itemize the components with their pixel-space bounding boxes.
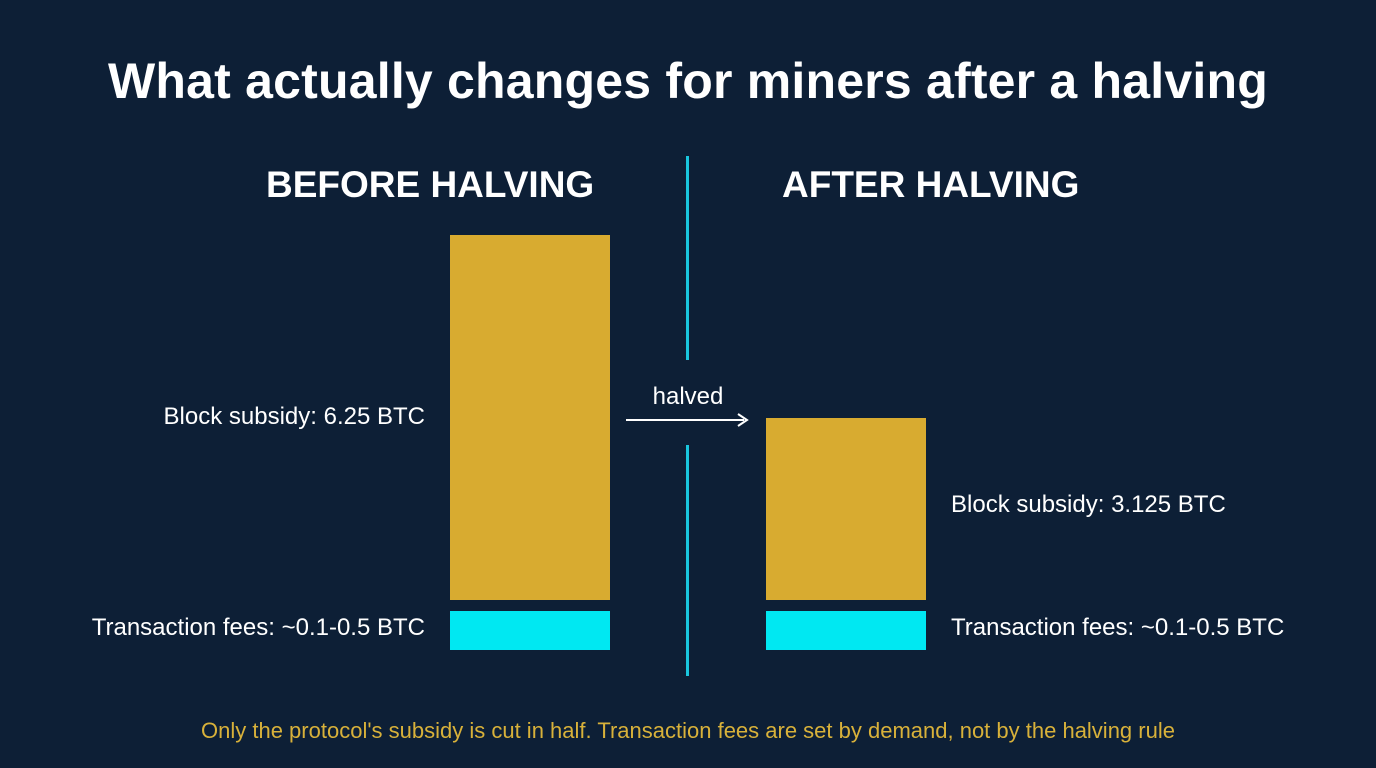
label-fees-before: Transaction fees: ~0.1-0.5 BTC [91,614,425,641]
chart-title: What actually changes for miners after a… [108,53,1268,109]
before-heading: BEFORE HALVING [266,164,595,205]
label-subsidy-before: Block subsidy: 6.25 BTC [163,403,425,430]
label-fees-after: Transaction fees: ~0.1-0.5 BTC [951,614,1285,641]
bar-fees-after [766,611,926,650]
right-arrow-icon [626,413,749,427]
footer-note: Only the protocol's subsidy is cut in ha… [201,718,1175,743]
divider-bottom [686,445,689,676]
label-subsidy-after: Block subsidy: 3.125 BTC [951,491,1226,518]
bar-fees-before [450,611,610,650]
bar-subsidy-after [766,417,926,600]
halved-label: halved [652,383,724,410]
after-heading: AFTER HALVING [782,164,1080,205]
divider-top [686,156,689,360]
bar-subsidy-before [450,235,610,600]
